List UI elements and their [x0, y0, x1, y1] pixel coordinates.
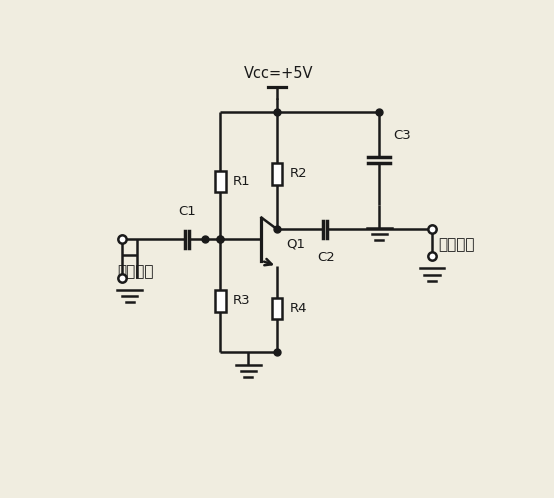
Bar [271, 298, 283, 319]
Text: R3: R3 [233, 294, 250, 307]
Text: Q1: Q1 [286, 237, 305, 250]
Text: C3: C3 [393, 128, 411, 142]
Bar [215, 290, 226, 312]
Text: R2: R2 [289, 167, 307, 180]
Text: 输入信号: 输入信号 [117, 264, 154, 279]
Text: R4: R4 [289, 302, 307, 315]
Text: R1: R1 [233, 175, 250, 188]
Bar [215, 171, 226, 192]
Bar [271, 163, 283, 184]
Text: Vcc=+5V: Vcc=+5V [244, 66, 313, 81]
Text: C2: C2 [317, 250, 335, 264]
Text: 输出信号: 输出信号 [438, 237, 475, 252]
Text: C1: C1 [178, 205, 196, 218]
